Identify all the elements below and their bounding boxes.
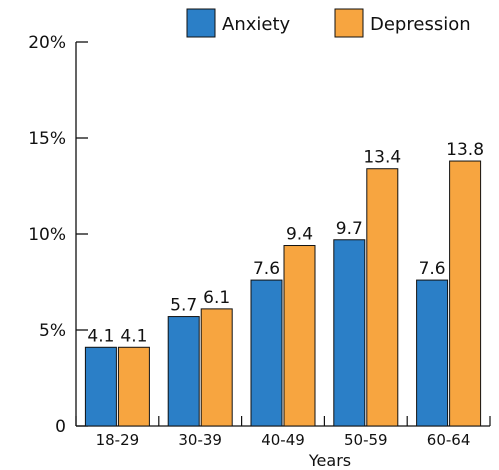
x-tick-label: 60-64 xyxy=(427,431,471,449)
bars xyxy=(84,160,482,427)
data-label: 4.1 xyxy=(120,326,147,346)
bar-anxiety-40-49 xyxy=(250,279,283,427)
bar-depression-50-59 xyxy=(366,168,399,427)
data-label: 7.6 xyxy=(253,259,280,279)
y-tick-label: 10% xyxy=(28,225,66,245)
data-labels: 4.1 4.1 5.7 6.1 7.6 9.4 9.7 13.4 7.6 13.8 xyxy=(87,140,484,346)
legend-swatch-anxiety xyxy=(186,8,216,38)
bar-depression-40-49 xyxy=(283,245,316,427)
x-tick-label: 40-49 xyxy=(261,431,305,449)
bar-depression-18-29 xyxy=(117,346,150,427)
bar-depression-30-39 xyxy=(200,308,233,427)
data-label: 9.7 xyxy=(336,219,363,239)
y-axis: 0 5% 10% 15% 20% xyxy=(28,33,88,437)
data-label: 9.4 xyxy=(286,225,313,245)
y-tick-label: 0 xyxy=(55,417,66,437)
bar-depression-60-64 xyxy=(449,160,482,427)
x-tick-label: 18-29 xyxy=(96,431,140,449)
legend-swatch-depression xyxy=(334,8,364,38)
data-label: 7.6 xyxy=(419,259,446,279)
bar-anxiety-30-39 xyxy=(167,316,200,427)
data-label: 4.1 xyxy=(87,326,114,346)
x-axis-title: Years xyxy=(308,451,351,470)
data-label: 5.7 xyxy=(170,296,197,316)
bar-anxiety-50-59 xyxy=(333,239,366,427)
data-label: 6.1 xyxy=(203,288,230,308)
y-tick-label: 15% xyxy=(28,129,66,149)
x-tick-label: 30-39 xyxy=(178,431,222,449)
legend-label-depression: Depression xyxy=(370,14,471,35)
data-label: 13.8 xyxy=(446,140,484,160)
y-tick-label: 20% xyxy=(28,33,66,53)
legend-label-anxiety: Anxiety xyxy=(222,14,291,35)
bar-anxiety-18-29 xyxy=(84,346,117,427)
x-tick-label: 50-59 xyxy=(344,431,388,449)
bar-anxiety-60-64 xyxy=(416,279,449,427)
data-label: 13.4 xyxy=(363,148,401,168)
legend: Anxiety Depression xyxy=(186,8,471,38)
y-tick-label: 5% xyxy=(39,321,66,341)
